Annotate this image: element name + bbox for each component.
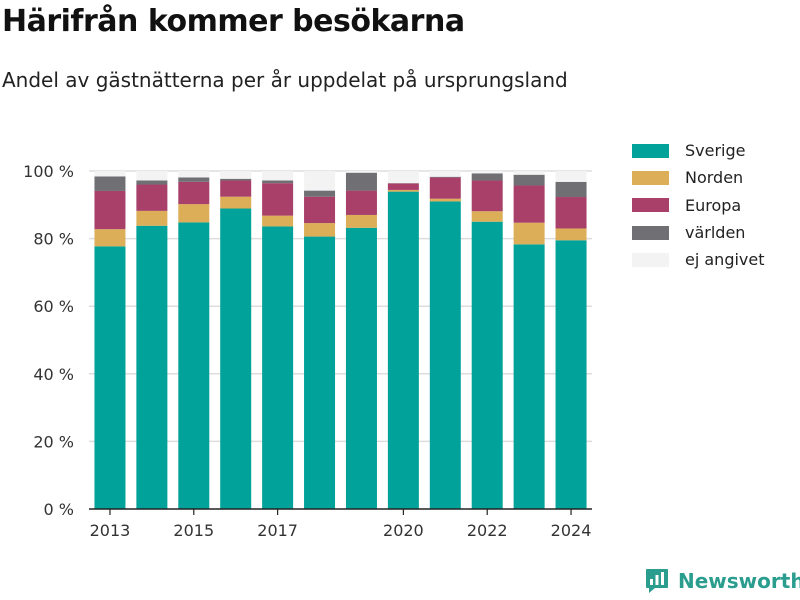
bar-ej-angivet-2014[interactable]: [136, 171, 168, 181]
brand-name: Newsworthy: [678, 569, 800, 593]
bar-ej-angivet-2023[interactable]: [513, 171, 545, 175]
chart-title: Härifrån kommer besökarna: [2, 4, 465, 39]
x-tick-label-2022: 2022: [467, 521, 508, 540]
bar-ej-angivet-2021[interactable]: [429, 171, 461, 177]
legend-swatch-varlden: [632, 225, 669, 240]
legend-item-norden[interactable]: Norden: [632, 164, 765, 191]
x-tick-label-2017: 2017: [257, 521, 298, 540]
bar-norden-2019[interactable]: [345, 214, 377, 228]
bar-norden-2018[interactable]: [304, 223, 336, 237]
bar-norden-2024[interactable]: [555, 228, 587, 241]
bar-europa-2022[interactable]: [471, 180, 503, 212]
x-tick-labels: 2013 2015 2017 2020 2022 2024: [90, 521, 592, 540]
bar-varlden-2022[interactable]: [471, 173, 503, 181]
newsworthy-logo: Newsworthy: [645, 568, 800, 594]
bar-ej-angivet-2024[interactable]: [555, 171, 587, 182]
x-tick-label-2013: 2013: [90, 521, 131, 540]
bar-norden-2013[interactable]: [94, 229, 126, 247]
bar-sverige-2014[interactable]: [136, 225, 168, 510]
x-tick-label-2015: 2015: [173, 521, 214, 540]
bar-varlden-2024[interactable]: [555, 181, 587, 198]
bar-norden-2021[interactable]: [429, 198, 461, 202]
bars: [94, 171, 587, 510]
bar-varlden-2018[interactable]: [304, 190, 336, 197]
bar-ej-angivet-2019[interactable]: [345, 171, 377, 173]
bar-chart-speech-bubble-icon: [646, 569, 668, 593]
y-tick-label-40: 40 %: [33, 365, 74, 384]
bar-varlden-2014[interactable]: [136, 180, 168, 185]
bar-varlden-2021[interactable]: [429, 176, 461, 178]
legend-label-ej-angivet: ej angivet: [685, 250, 765, 270]
x-tick-label-2020: 2020: [383, 521, 424, 540]
bar-europa-2015[interactable]: [178, 181, 210, 205]
legend-item-ej-angivet[interactable]: ej angivet: [632, 246, 765, 273]
bar-sverige-2024[interactable]: [555, 240, 587, 510]
bar-varlden-2015[interactable]: [178, 177, 210, 182]
bar-norden-2015[interactable]: [178, 204, 210, 223]
bar-norden-2014[interactable]: [136, 210, 168, 226]
bar-sverige-2023[interactable]: [513, 244, 545, 509]
chart-subtitle: Andel av gästnätterna per år uppdelat på…: [2, 68, 568, 92]
bar-sverige-2020[interactable]: [387, 191, 419, 510]
bar-sverige-2015[interactable]: [178, 222, 210, 509]
bar-sverige-2016[interactable]: [220, 208, 252, 509]
bar-europa-2020[interactable]: [387, 183, 419, 190]
legend-swatch-europa: [632, 198, 669, 213]
legend-item-sverige[interactable]: Sverige: [632, 137, 765, 164]
bar-sverige-2021[interactable]: [429, 201, 461, 510]
bar-europa-2018[interactable]: [304, 196, 336, 224]
bar-europa-2017[interactable]: [262, 183, 294, 216]
axes: [89, 508, 592, 515]
y-tick-label-60: 60 %: [33, 297, 74, 316]
bar-europa-2021[interactable]: [429, 177, 461, 199]
bar-europa-2019[interactable]: [345, 190, 377, 215]
bar-sverige-2017[interactable]: [262, 226, 294, 509]
legend-swatch-norden: [632, 170, 669, 185]
bar-varlden-2016[interactable]: [220, 178, 252, 181]
legend-item-europa[interactable]: Europa: [632, 192, 765, 219]
bar-europa-2013[interactable]: [94, 190, 126, 230]
bar-sverige-2022[interactable]: [471, 221, 503, 509]
bar-norden-2017[interactable]: [262, 215, 294, 227]
bar-ej-angivet-2022[interactable]: [471, 171, 503, 174]
bar-sverige-2018[interactable]: [304, 236, 336, 509]
bar-ej-angivet-2016[interactable]: [220, 171, 252, 179]
bar-europa-2023[interactable]: [513, 185, 545, 223]
y-tick-labels: 0 % 20 % 40 % 60 % 80 % 100 %: [23, 162, 74, 519]
y-tick-label-100: 100 %: [23, 162, 74, 181]
bar-varlden-2017[interactable]: [262, 180, 294, 184]
bar-sverige-2013[interactable]: [94, 246, 126, 509]
bar-ej-angivet-2013[interactable]: [94, 171, 126, 177]
legend-label-norden: Norden: [685, 168, 744, 188]
legend-label-europa: Europa: [685, 195, 742, 215]
bar-norden-2022[interactable]: [471, 211, 503, 222]
bar-norden-2016[interactable]: [220, 196, 252, 209]
bar-varlden-2013[interactable]: [94, 176, 126, 191]
legend: Sverige Norden Europa världen ej angivet: [632, 137, 765, 273]
y-tick-label-0: 0 %: [44, 500, 74, 519]
x-tick-label-2024: 2024: [551, 521, 592, 540]
y-tick-label-20: 20 %: [33, 432, 74, 451]
legend-swatch-sverige: [632, 143, 669, 158]
legend-swatch-ej-angivet: [632, 252, 669, 267]
bar-norden-2023[interactable]: [513, 222, 545, 245]
bar-ej-angivet-2020[interactable]: [387, 171, 419, 184]
bar-sverige-2019[interactable]: [345, 227, 377, 509]
bar-ej-angivet-2018[interactable]: [304, 171, 336, 191]
bar-varlden-2023[interactable]: [513, 174, 545, 186]
bar-europa-2016[interactable]: [220, 180, 252, 197]
bar-varlden-2019[interactable]: [345, 172, 377, 191]
legend-label-varlden: världen: [685, 223, 746, 243]
grid-lines: [89, 170, 592, 443]
bar-europa-2024[interactable]: [555, 197, 587, 229]
y-tick-label-80: 80 %: [33, 230, 74, 249]
legend-item-varlden[interactable]: världen: [632, 219, 765, 246]
bar-norden-2020[interactable]: [387, 189, 419, 192]
legend-label-sverige: Sverige: [685, 141, 746, 161]
bar-ej-angivet-2017[interactable]: [262, 171, 294, 181]
bar-ej-angivet-2015[interactable]: [178, 171, 210, 178]
bar-europa-2014[interactable]: [136, 184, 168, 211]
